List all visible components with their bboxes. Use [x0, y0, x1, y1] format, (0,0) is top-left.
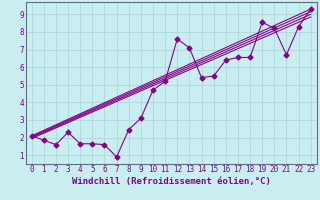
X-axis label: Windchill (Refroidissement éolien,°C): Windchill (Refroidissement éolien,°C): [72, 177, 271, 186]
